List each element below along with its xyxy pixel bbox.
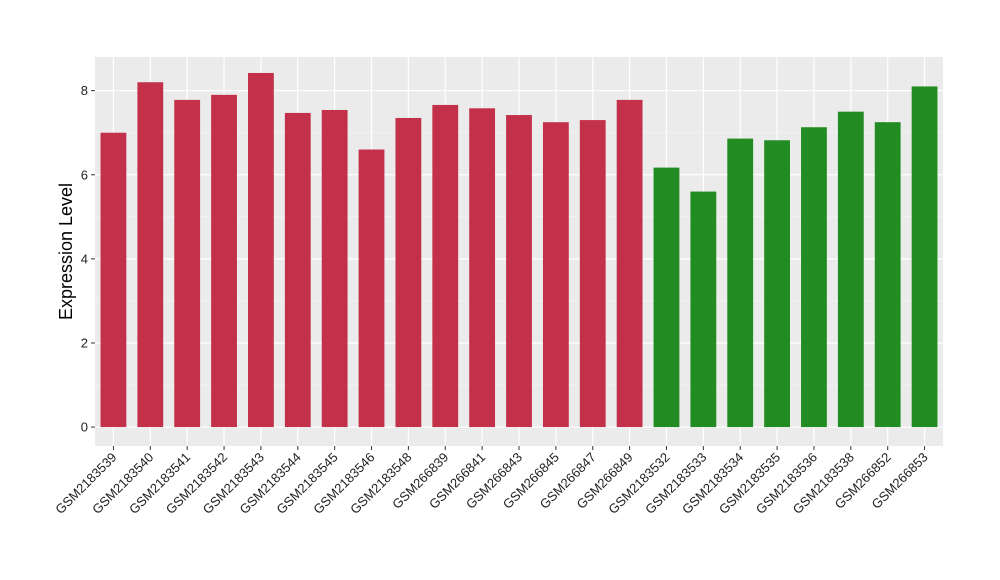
y-tick-label: 8 bbox=[81, 83, 88, 98]
bar-GSM2183533 bbox=[690, 191, 717, 428]
bar-GSM266845 bbox=[542, 122, 569, 428]
bar-GSM2183544 bbox=[284, 112, 311, 428]
bar-GSM2183539 bbox=[100, 132, 127, 428]
bar-GSM2183534 bbox=[727, 138, 754, 428]
bar-GSM266853 bbox=[911, 86, 938, 428]
bar-GSM266852 bbox=[874, 122, 901, 428]
bar-GSM2183542 bbox=[211, 94, 237, 428]
y-tick-label: 0 bbox=[81, 420, 88, 435]
bar-GSM266847 bbox=[579, 120, 606, 428]
y-axis-title: Expression Level bbox=[56, 183, 76, 320]
bar-GSM2183543 bbox=[248, 72, 274, 428]
bar-GSM2183538 bbox=[837, 111, 864, 428]
bars bbox=[100, 72, 938, 428]
bar-GSM2183548 bbox=[395, 117, 422, 428]
bar-GSM2183541 bbox=[174, 99, 201, 428]
y-tick-label: 4 bbox=[81, 251, 88, 266]
y-tick-label: 6 bbox=[81, 167, 88, 182]
bar-GSM2183546 bbox=[358, 149, 385, 428]
bar-GSM2183532 bbox=[653, 167, 680, 428]
bar-GSM2183545 bbox=[321, 109, 348, 428]
bar-GSM266841 bbox=[469, 108, 496, 428]
bar-GSM2183540 bbox=[137, 82, 164, 428]
bar-GSM266839 bbox=[432, 104, 459, 428]
bar-GSM266849 bbox=[616, 99, 643, 428]
y-tick-label: 2 bbox=[81, 335, 88, 350]
bar-GSM2183536 bbox=[801, 127, 827, 428]
bar-GSM2183535 bbox=[764, 140, 790, 428]
bar-GSM266843 bbox=[506, 115, 532, 428]
